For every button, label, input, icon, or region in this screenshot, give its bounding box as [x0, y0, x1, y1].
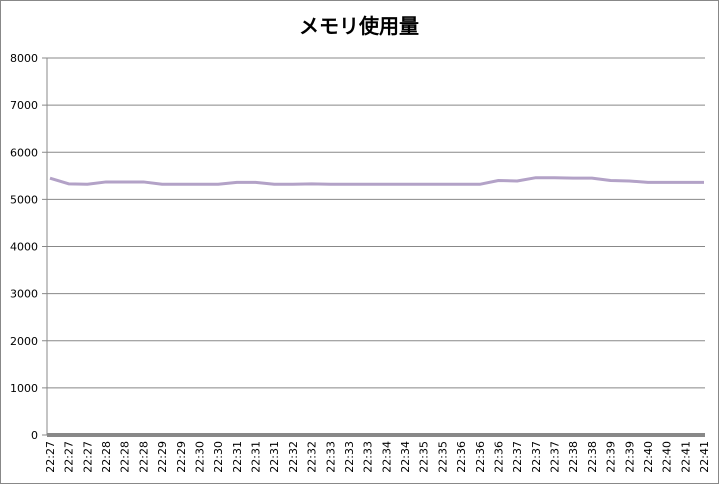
x-tick-label: 22:27: [44, 441, 57, 473]
x-tick-label: 22:39: [623, 441, 636, 473]
x-tick-label: 22:29: [175, 441, 188, 473]
y-tick-label: 8000: [10, 52, 38, 65]
x-tick-label: 22:31: [268, 441, 281, 473]
x-tick-label: 22:37: [511, 441, 524, 473]
x-tick-label: 22:28: [100, 441, 113, 473]
x-tick-label: 22:30: [212, 441, 225, 473]
line-series: [49, 176, 704, 186]
x-tick-label: 22:33: [324, 441, 337, 473]
y-tick-label: 5000: [10, 193, 38, 206]
y-tick-label: 0: [31, 429, 38, 442]
x-tick-label: 22:29: [156, 441, 169, 473]
x-tick-label: 22:36: [455, 441, 468, 473]
y-tick-label: 7000: [10, 99, 38, 112]
x-tick-label: 22:31: [231, 441, 244, 473]
x-tick-label: 22:39: [605, 441, 618, 473]
x-tick-label: 22:33: [362, 441, 375, 473]
chart-title: メモリ使用量: [299, 14, 419, 38]
x-tick-label: 22:41: [698, 441, 711, 473]
x-tick-label: 22:37: [549, 441, 562, 473]
y-tick-label: 2000: [10, 335, 38, 348]
x-tick-label: 22:30: [193, 441, 206, 473]
x-tick-label: 22:28: [137, 441, 150, 473]
x-tick-label: 22:37: [530, 441, 543, 473]
x-tick-label: 22:34: [380, 441, 393, 473]
x-tick-label: 22:40: [642, 441, 655, 473]
x-tick-label: 22:35: [436, 441, 449, 473]
x-tick-label: 22:27: [63, 441, 76, 473]
y-tick-label: 1000: [10, 382, 38, 395]
x-tick-label: 22:38: [586, 441, 599, 473]
x-tick-label: 22:31: [250, 441, 263, 473]
x-tick-label: 22:35: [418, 441, 431, 473]
x-tick-label: 22:32: [306, 441, 319, 473]
y-tick-label: 4000: [10, 241, 38, 254]
x-tick-label: 22:34: [399, 441, 412, 473]
x-tick-label: 22:36: [492, 441, 505, 473]
x-tick-label: 22:41: [679, 441, 692, 473]
x-tick-label: 22:27: [81, 441, 94, 473]
x-tick-label: 22:33: [343, 441, 356, 473]
x-tick-label: 22:38: [567, 441, 580, 473]
x-tick-label: 22:40: [661, 441, 674, 473]
x-tick-label: 22:36: [474, 441, 487, 473]
x-tick-label: 22:28: [119, 441, 132, 473]
x-tick-label: 22:32: [287, 441, 300, 473]
y-tick-label: 6000: [10, 146, 38, 159]
y-tick-label: 3000: [10, 288, 38, 301]
